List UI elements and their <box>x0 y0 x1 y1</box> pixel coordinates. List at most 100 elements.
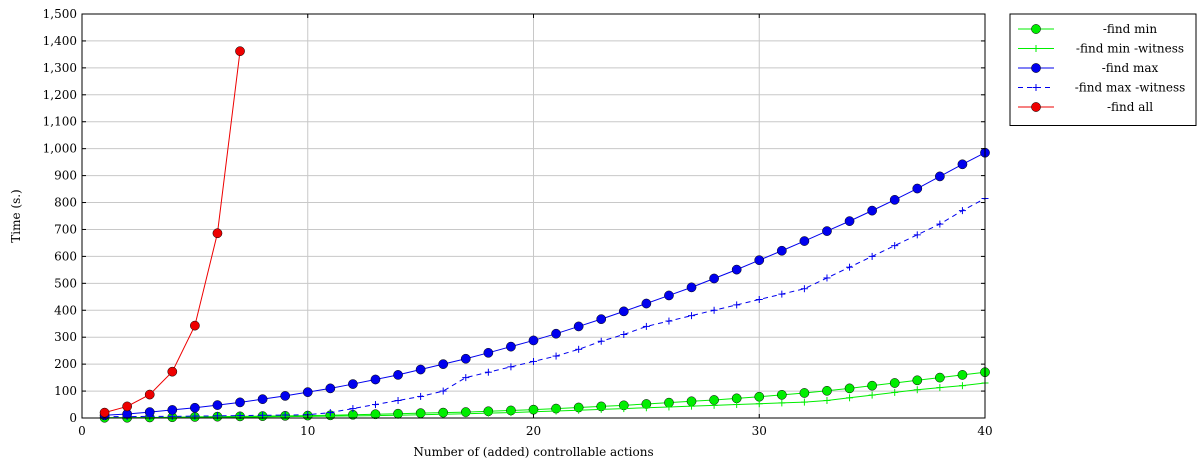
data-point <box>439 410 447 418</box>
grid-lines <box>81 14 986 418</box>
data-point <box>754 391 765 402</box>
data-point <box>957 370 968 380</box>
data-point <box>370 374 381 385</box>
data-point <box>620 331 628 339</box>
series <box>99 46 245 418</box>
data-point <box>936 384 944 392</box>
data-point <box>913 231 921 239</box>
data-point <box>1031 102 1041 112</box>
data-point <box>868 252 876 260</box>
data-point <box>935 171 945 182</box>
data-point <box>573 321 584 332</box>
series-layer <box>99 46 990 423</box>
data-point <box>958 382 966 390</box>
data-point <box>507 363 515 371</box>
legend-entry: -find max <box>1018 61 1159 75</box>
data-point <box>823 396 831 404</box>
data-point <box>1031 24 1041 34</box>
data-point <box>325 383 336 394</box>
x-tick-label: 10 <box>300 424 315 438</box>
data-point <box>146 412 154 420</box>
data-point <box>891 388 899 396</box>
series-line <box>104 382 986 419</box>
axis-ticks: 0 10 20 30 4001002003004005006007008009001,0… <box>43 7 993 438</box>
data-point <box>551 328 561 339</box>
data-point <box>641 298 652 309</box>
data-point <box>371 401 379 409</box>
data-point <box>460 353 471 364</box>
data-point <box>912 375 923 386</box>
data-point <box>778 399 786 407</box>
data-point <box>733 401 741 409</box>
y-tick-label: 800 <box>54 196 77 210</box>
data-point <box>302 387 313 397</box>
data-point <box>846 394 854 402</box>
data-point <box>122 401 133 412</box>
data-point <box>439 387 447 395</box>
data-point <box>190 320 200 331</box>
data-point <box>665 317 673 325</box>
data-point <box>212 228 223 239</box>
data-point <box>710 306 718 314</box>
data-point <box>868 391 876 399</box>
data-point <box>597 405 605 413</box>
data-point <box>799 388 810 398</box>
data-point <box>394 396 402 404</box>
data-point <box>1031 63 1041 73</box>
data-point <box>822 226 832 236</box>
data-point <box>710 401 718 409</box>
data-point <box>754 255 765 266</box>
data-point <box>935 372 945 383</box>
legend-label: -find min <box>1103 22 1158 36</box>
data-point <box>936 220 944 228</box>
data-point <box>484 409 492 417</box>
data-point <box>281 411 289 419</box>
data-point <box>280 391 291 401</box>
data-point <box>755 400 763 408</box>
data-point <box>733 301 741 309</box>
y-tick-label: 500 <box>54 276 77 290</box>
data-point <box>620 405 628 413</box>
y-axis-label: Time (s.) <box>9 189 23 242</box>
data-point <box>1032 84 1040 91</box>
y-tick-label: 1,400 <box>43 34 77 48</box>
data-point <box>575 345 583 353</box>
data-point <box>507 409 515 417</box>
data-point <box>755 295 763 303</box>
data-point <box>800 285 808 293</box>
data-point <box>665 403 673 411</box>
y-tick-label: 1,100 <box>43 115 77 129</box>
data-point <box>415 364 426 375</box>
data-point <box>212 400 223 410</box>
legend-entry: -find min <box>1018 22 1157 36</box>
data-point <box>889 194 900 205</box>
series-line <box>104 152 986 416</box>
data-point <box>506 341 516 352</box>
series <box>99 147 990 421</box>
data-point <box>823 274 831 282</box>
data-point <box>799 236 810 246</box>
data-point <box>417 411 425 419</box>
data-point <box>417 392 425 400</box>
data-point <box>957 159 968 170</box>
y-tick-label: 700 <box>54 222 77 236</box>
data-point <box>438 359 449 369</box>
series <box>99 367 990 423</box>
data-point <box>844 216 855 226</box>
data-point <box>483 347 494 358</box>
x-tick-label: 20 <box>526 424 541 438</box>
data-point <box>709 273 719 284</box>
data-point <box>686 282 697 293</box>
data-point <box>349 405 357 413</box>
data-point <box>776 245 787 256</box>
data-point <box>822 385 832 396</box>
data-point <box>1032 45 1040 52</box>
y-tick-label: 100 <box>54 384 77 398</box>
data-point <box>393 370 403 380</box>
data-point <box>688 402 696 410</box>
data-point <box>867 205 877 216</box>
data-point <box>597 337 605 345</box>
data-point <box>664 290 674 301</box>
data-point <box>144 389 155 400</box>
data-point <box>800 398 808 406</box>
